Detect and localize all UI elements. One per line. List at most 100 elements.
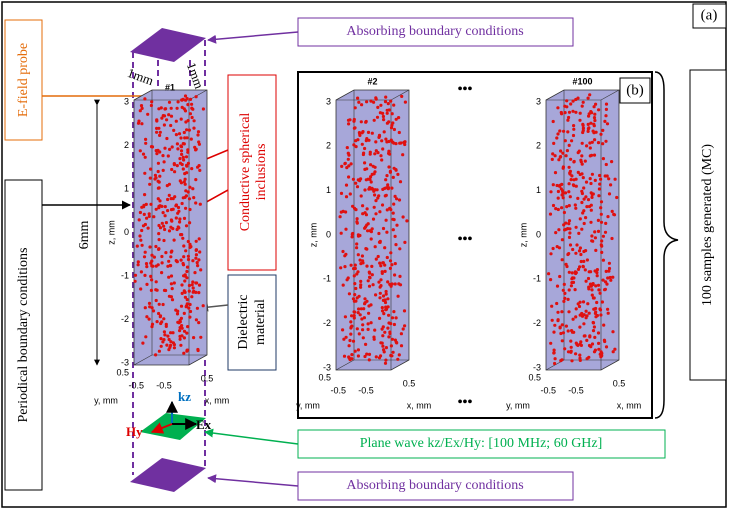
inclusion — [353, 263, 357, 267]
inclusion — [143, 306, 147, 310]
inclusion — [156, 179, 160, 183]
inclusion — [180, 324, 184, 328]
inclusion — [187, 306, 191, 310]
inclusion — [593, 236, 598, 240]
inclusion — [592, 122, 596, 126]
inclusion — [567, 165, 571, 169]
inclusion — [610, 160, 614, 164]
inclusion — [157, 107, 161, 111]
inclusion — [149, 288, 153, 292]
inclusion — [365, 207, 369, 211]
inclusion — [606, 276, 610, 280]
kz-label: kz — [178, 389, 191, 404]
inclusion — [191, 286, 195, 290]
y-axis-label: y, mm — [94, 395, 118, 405]
inclusion — [595, 268, 600, 272]
inclusion — [178, 179, 182, 183]
inclusion — [580, 227, 584, 231]
inclusion — [185, 265, 190, 269]
inclusion — [174, 119, 178, 123]
inclusion — [593, 230, 597, 234]
inclusion — [563, 139, 567, 143]
inclusion — [138, 210, 142, 215]
inclusion — [583, 159, 587, 163]
inclusion — [196, 130, 201, 134]
inclusion — [550, 157, 554, 161]
inclusion — [555, 301, 559, 306]
inclusion — [580, 104, 584, 108]
inclusion — [188, 245, 192, 249]
inclusion — [178, 217, 182, 221]
x-tick-label: -0.5 — [358, 385, 374, 395]
inclusion — [607, 177, 611, 181]
inclusion — [572, 127, 576, 131]
inclusion — [563, 111, 567, 115]
inclusion — [184, 189, 188, 193]
inclusion — [592, 325, 597, 329]
inclusion — [343, 315, 347, 319]
inclusion — [574, 352, 578, 356]
edges — [133, 89, 208, 366]
inclusion — [183, 94, 188, 98]
inclusion — [342, 337, 346, 341]
inclusion — [194, 95, 198, 99]
z-tick-label: 1 — [536, 185, 541, 195]
inclusion — [581, 126, 586, 130]
inclusion — [136, 121, 141, 125]
inclusion — [578, 172, 582, 177]
inclusion — [357, 332, 361, 336]
inclusion — [154, 280, 158, 284]
inclusion — [579, 252, 583, 257]
absorber-bottom — [130, 458, 206, 492]
inclusion — [584, 309, 588, 313]
inclusion — [556, 189, 561, 194]
inclusion — [558, 183, 562, 187]
inclusion — [167, 294, 171, 298]
inclusion — [594, 284, 598, 288]
inclusion — [149, 202, 153, 206]
inclusion — [574, 341, 578, 345]
inclusion — [170, 145, 174, 149]
plots: #1 3 2 1 0 -1 -2 -3 z, mm 0.5 -0.5 -0.5 0.5 y, mm x, m… — [94, 76, 641, 410]
callout-box — [689, 69, 727, 381]
inclusion — [573, 288, 577, 292]
inclusion — [374, 257, 378, 261]
inclusion — [362, 316, 366, 320]
inclusion — [372, 100, 376, 104]
inclusion — [352, 119, 356, 123]
inclusion — [369, 163, 373, 167]
inclusion — [581, 122, 585, 126]
inclusion — [166, 154, 170, 158]
inclusion — [596, 283, 601, 287]
inclusion — [351, 204, 355, 208]
inclusion — [561, 331, 566, 335]
inclusion — [383, 100, 388, 104]
inclusion — [365, 100, 369, 104]
inclusion — [400, 94, 404, 98]
inclusion — [377, 240, 382, 244]
inclusion — [349, 332, 353, 336]
inclusion — [178, 157, 182, 161]
inclusion — [179, 304, 184, 308]
inclusion — [551, 119, 555, 124]
inclusion — [140, 228, 144, 233]
inclusion — [339, 210, 343, 214]
inclusion — [578, 118, 582, 122]
inclusion — [572, 124, 576, 128]
inclusion — [162, 317, 166, 321]
callout-box — [4, 19, 43, 141]
inclusion — [566, 118, 570, 122]
inclusion — [374, 293, 378, 297]
inclusion — [584, 249, 588, 253]
inclusion — [597, 108, 601, 112]
inclusion — [607, 269, 611, 273]
inclusion — [401, 215, 405, 219]
inclusion — [586, 198, 591, 202]
inclusion — [576, 267, 581, 271]
inclusion — [605, 282, 609, 286]
inclusion — [144, 202, 148, 206]
inclusion — [163, 333, 167, 337]
inclusion — [392, 310, 396, 314]
inclusion — [551, 152, 555, 156]
inclusion — [398, 141, 402, 145]
